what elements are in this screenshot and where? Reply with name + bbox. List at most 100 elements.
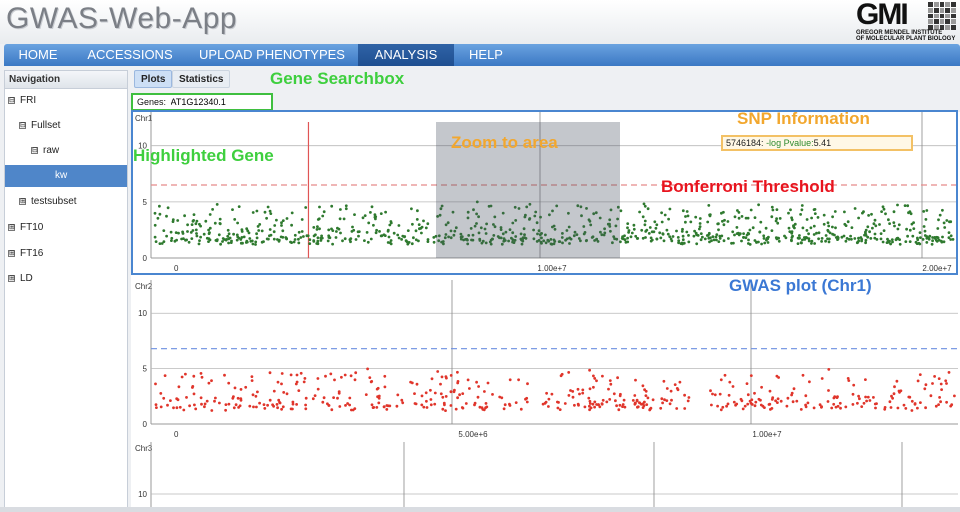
snp-point (420, 231, 423, 235)
snp-point (939, 400, 942, 404)
snp-point (154, 240, 158, 244)
snp-point (799, 213, 802, 216)
expand-icon[interactable]: ⊞ (8, 224, 15, 231)
snp-point (204, 219, 208, 223)
snp-point (892, 210, 896, 214)
menu-analysis[interactable]: ANALYSIS (358, 44, 454, 66)
snp-point (741, 407, 745, 411)
snp-point (770, 205, 774, 209)
snp-point (922, 225, 926, 228)
snp-point (395, 404, 399, 408)
snp-point (659, 236, 663, 240)
snp-point (228, 236, 232, 240)
snp-point (434, 234, 438, 238)
tree-item-kw[interactable]: kw (5, 165, 127, 187)
expand-icon[interactable]: ⊞ (8, 250, 15, 257)
snp-point (444, 395, 448, 398)
tree-item-fullset[interactable]: ⊟ Fullset (19, 120, 61, 131)
expand-icon[interactable]: ⊞ (19, 198, 26, 205)
snp-point (548, 213, 551, 217)
snp-point (595, 238, 598, 241)
snp-point (289, 373, 293, 377)
snp-point (735, 226, 739, 229)
snp-point (776, 236, 779, 240)
snp-point (655, 223, 659, 227)
snp-point (872, 222, 876, 226)
snp-point (372, 223, 375, 227)
snp-point (442, 242, 445, 246)
snp-point (582, 225, 586, 228)
snp-point (426, 240, 430, 244)
gene-search-input[interactable] (168, 97, 257, 107)
tree-item-fri[interactable]: ⊟ FRI (8, 95, 37, 106)
snp-point (924, 383, 928, 387)
snp-point (630, 231, 634, 235)
tree-item-testsubset[interactable]: ⊞ testsubset (19, 196, 77, 207)
tab-plots[interactable]: Plots (134, 70, 173, 88)
zoom-selection-rect[interactable] (436, 122, 620, 258)
snp-point (160, 242, 164, 245)
snp-point (158, 242, 162, 246)
snp-point (951, 238, 955, 241)
snp-point (758, 230, 762, 234)
snp-point (836, 404, 840, 408)
tree-item-ft16[interactable]: ⊞ FT16 (8, 248, 44, 259)
snp-point (154, 403, 158, 406)
tree-item-raw[interactable]: ⊟ raw (31, 145, 60, 156)
menu-upload-phenotypes[interactable]: UPLOAD PHENOTYPES (199, 47, 345, 62)
tree-item-ld[interactable]: ⊞ LD (8, 273, 33, 284)
tree-item-ft10[interactable]: ⊞ FT10 (8, 222, 44, 233)
snp-point (906, 204, 910, 208)
snp-point (668, 235, 672, 238)
snp-point (556, 406, 560, 410)
snp-point (646, 396, 650, 400)
expand-icon[interactable]: ⊞ (8, 275, 15, 282)
tab-statistics[interactable]: Statistics (172, 70, 231, 88)
snp-point (805, 218, 809, 221)
snp-point (290, 211, 294, 215)
snp-point (941, 208, 944, 212)
snp-point (799, 408, 803, 411)
snp-point (598, 216, 602, 220)
snp-point (498, 395, 502, 399)
snp-point (318, 205, 321, 209)
snp-point (481, 408, 485, 411)
menu-help[interactable]: HELP (469, 47, 503, 62)
menu-home[interactable]: HOME (18, 47, 58, 62)
snp-point (237, 205, 241, 208)
snp-point (847, 237, 851, 241)
snp-point (706, 220, 710, 224)
snp-point (676, 236, 680, 239)
snp-point (733, 233, 736, 237)
snp-point (268, 371, 272, 375)
snp-point (809, 226, 813, 230)
snp-point (581, 388, 585, 392)
snp-point (454, 226, 458, 230)
snp-point (280, 382, 283, 386)
snp-point (439, 207, 443, 211)
snp-point (493, 215, 497, 219)
snp-point (832, 402, 836, 406)
menu-accessions[interactable]: ACCESSIONS (87, 47, 173, 62)
snp-point (654, 226, 658, 230)
snp-point (410, 207, 413, 211)
snp-point (711, 392, 714, 396)
snp-point (383, 374, 387, 378)
snp-point (663, 213, 667, 217)
snp-point (162, 229, 166, 232)
snp-point (804, 403, 807, 407)
snp-point (827, 368, 831, 371)
snp-point (466, 378, 470, 382)
snp-point (279, 235, 283, 239)
snp-point (929, 394, 933, 398)
snp-point (195, 219, 199, 223)
snp-point (190, 237, 194, 240)
snp-point (177, 231, 180, 235)
snp-point (726, 220, 730, 223)
collapse-icon[interactable]: ⊟ (31, 147, 38, 154)
collapse-icon[interactable]: ⊟ (8, 97, 15, 104)
collapse-icon[interactable]: ⊟ (19, 122, 26, 129)
snp-point (748, 228, 752, 232)
snp-point (193, 403, 196, 407)
snp-point (800, 208, 804, 212)
